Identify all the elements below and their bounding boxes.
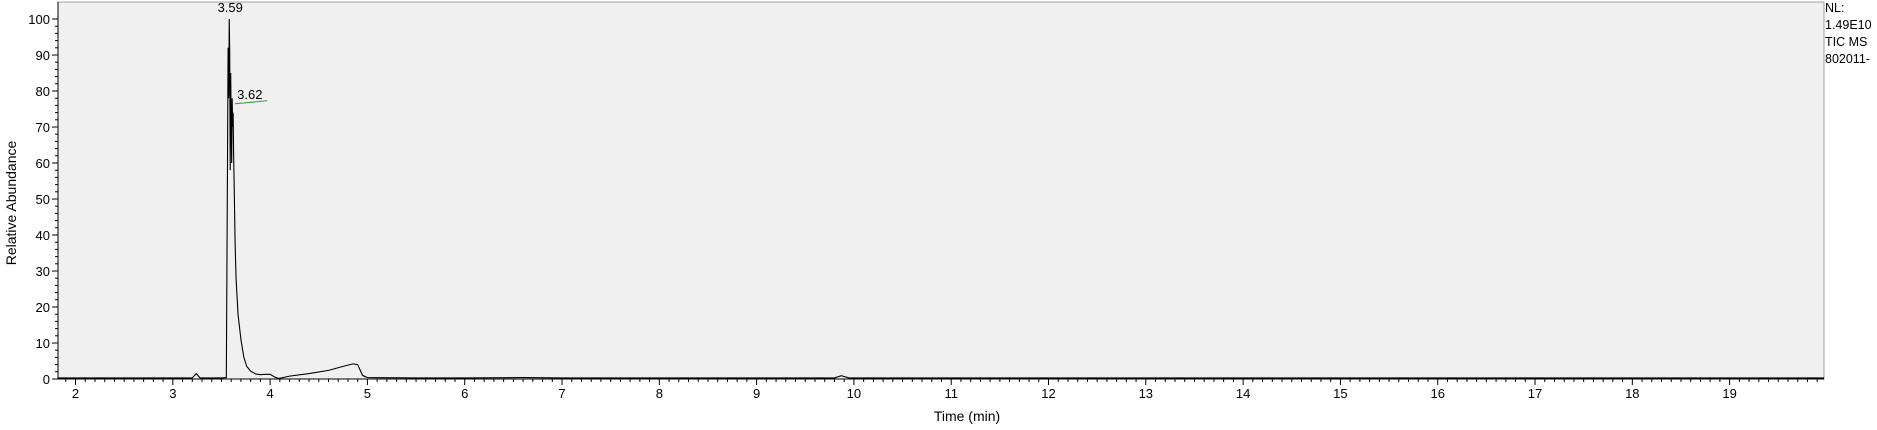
trace-group <box>58 18 1824 379</box>
normalization-info-panel: NL: 1.49E10 TIC MS 802011- <box>1825 0 1877 68</box>
nl-label: NL: <box>1825 1 1845 15</box>
x-tick-label: 14 <box>1236 386 1250 401</box>
x-tick-label: 5 <box>364 386 371 401</box>
x-axis-title: Time (min) <box>934 408 1000 424</box>
x-tick-label: 8 <box>656 386 663 401</box>
x-tick-label: 17 <box>1528 386 1542 401</box>
nl-value: 1.49E10 <box>1825 18 1872 32</box>
peak-3-62-marker <box>235 100 268 105</box>
y-axis-title: Relative Abundance <box>3 141 19 266</box>
y-tick-label: 50 <box>36 192 50 207</box>
y-tick-label: 70 <box>36 120 50 135</box>
x-tick-label: 19 <box>1722 386 1736 401</box>
x-tick-label: 3 <box>169 386 176 401</box>
y-tick-label: 20 <box>36 300 50 315</box>
x-tick-label: 6 <box>461 386 468 401</box>
x-tick-label: 7 <box>558 386 565 401</box>
x-tick-label: 4 <box>266 386 273 401</box>
x-tick-label: 9 <box>753 386 760 401</box>
y-tick-label: 100 <box>28 12 50 27</box>
x-tick-label: 18 <box>1625 386 1639 401</box>
y-tick-label: 0 <box>43 372 50 387</box>
x-tick-label: 11 <box>944 386 958 401</box>
y-tick-label: 10 <box>36 336 50 351</box>
x-tick-label: 13 <box>1139 386 1153 401</box>
x-tick-label: 2 <box>72 386 79 401</box>
peak-label-3-59: 3.59 <box>218 0 243 15</box>
plot-background <box>57 1 1825 380</box>
y-tick-label: 40 <box>36 228 50 243</box>
raw-file-label: 802011- <box>1825 52 1870 66</box>
axis-ticks: 2 3 4 5 6 7 8 9 10 11 12 13 14 15 16 17 18 19 0 10 20 30 40 50 6… <box>28 2 1824 401</box>
tic-trace-line <box>58 18 1824 379</box>
x-tick-label: 10 <box>847 386 861 401</box>
x-tick-label: 16 <box>1430 386 1444 401</box>
y-tick-label: 90 <box>36 48 50 63</box>
x-tick-label: 12 <box>1041 386 1055 401</box>
x-tick-label: 15 <box>1333 386 1347 401</box>
y-tick-label: 30 <box>36 264 50 279</box>
y-tick-label: 60 <box>36 156 50 171</box>
y-tick-label: 80 <box>36 84 50 99</box>
trace-type-label: TIC MS <box>1825 35 1868 49</box>
peak-label-3-62: 3.62 <box>237 87 262 102</box>
